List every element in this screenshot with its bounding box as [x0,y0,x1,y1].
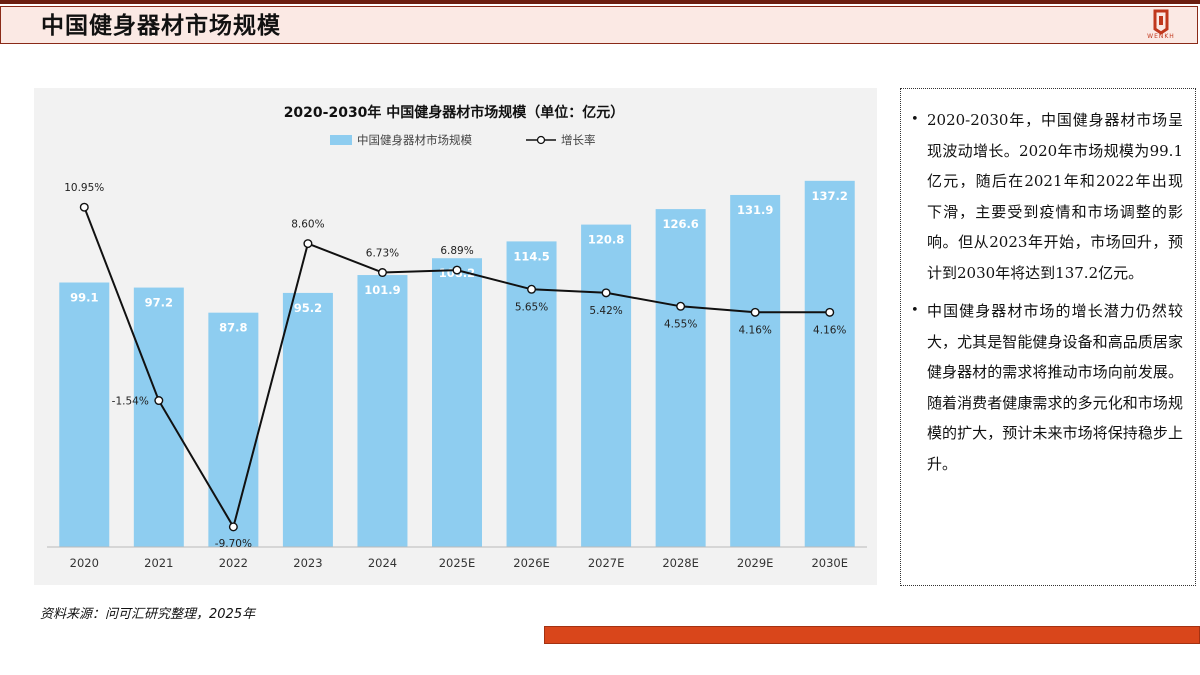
source-note: 资料来源：问可汇研究整理，2025年 [40,607,256,622]
rate-point [154,396,164,406]
bar-value-label: 99.1 [70,291,98,305]
bottom-accent-bar [544,626,1200,644]
legend-line-marker [536,135,546,145]
summary-bullet-2: • 中国健身器材市场的增长潜力仍然较大，尤其是智能健身设备和高品质居家健身器材的… [911,296,1183,479]
bar-2023 [282,292,333,547]
wenkh-logo: WENKH [1139,9,1183,43]
bar-value-label: 126.6 [662,217,698,231]
chart-title: 2020-2030年 中国健身器材市场规模（单位：亿元） [284,104,625,121]
rate-value-label: 5.65% [515,301,548,313]
rate-value-label: -9.70% [215,538,252,550]
chart-panel: 2020-2030年 中国健身器材市场规模（单位：亿元） 中国健身器材市场规模 … [34,88,877,585]
logo-text: WENKH [1147,33,1175,40]
legend-bar-label: 中国健身器材市场规模 [357,133,472,147]
bar-2025E [432,258,482,547]
rate-value-label: 6.89% [440,245,473,257]
rate-value-label: 8.60% [291,219,324,231]
bar-2024 [357,275,408,547]
top-rule [0,0,1200,4]
x-tick-label: 2020 [70,556,99,570]
bar-2029E [730,194,781,547]
rate-point [228,522,238,532]
legend-bar-swatch [330,135,352,145]
x-tick-label: 2026E [513,556,550,570]
summary-bullet-text: 中国健身器材市场的增长潜力仍然较大，尤其是智能健身设备和高品质居家健身器材的需求… [927,302,1183,473]
legend-line-label: 增长率 [561,133,596,147]
page-title: 中国健身器材市场规模 [41,13,281,39]
bar-value-label: 87.8 [219,321,247,335]
bar-2022 [208,312,259,547]
rate-value-label: 4.55% [664,318,697,330]
bullet-dot-icon: • [911,303,919,318]
x-tick-label: 2027E [588,556,625,570]
x-tick-label: 2025E [439,556,476,570]
rate-point [527,284,537,294]
rate-point [825,307,835,317]
x-tick-label: 2029E [737,556,774,570]
bullet-dot-icon: • [911,112,919,127]
summary-bullet-1: • 2020-2030年，中国健身器材市场呈现波动增长。2020年市场规模为99… [911,105,1183,288]
rate-value-label: 6.73% [366,248,399,260]
bar-value-label: 95.2 [294,301,322,315]
bar-2027E [581,224,632,547]
x-tick-label: 2023 [293,556,322,570]
rate-point [303,239,313,249]
bar-2020 [59,282,110,547]
chart-legend: 中国健身器材市场规模 增长率 [330,133,596,147]
x-tick-label: 2021 [144,556,173,570]
bar-value-label: 101.9 [364,283,400,297]
rate-value-label: -1.54% [112,396,149,408]
rate-value-label: 10.95% [64,182,104,194]
rate-value-label: 4.16% [813,324,846,336]
rate-point [452,265,462,275]
title-bar: 中国健身器材市场规模 WENKH [0,6,1198,44]
rate-value-label: 5.42% [589,305,622,317]
market-size-chart: 2020-2030年 中国健身器材市场规模（单位：亿元） 中国健身器材市场规模 … [47,104,867,570]
bar-2028E [655,209,706,548]
bar-2021 [133,287,184,547]
bar-2030E [804,180,855,547]
summary-panel: • 2020-2030年，中国健身器材市场呈现波动增长。2020年市场规模为99… [900,88,1196,586]
rate-point [676,301,686,311]
bar-value-label: 131.9 [737,203,773,217]
rate-point [601,288,611,298]
logo-mark-icon [1153,9,1169,35]
bar-value-label: 97.2 [145,296,173,310]
rate-point [377,268,387,278]
bar-value-label: 114.5 [513,249,549,263]
x-tick-label: 2024 [368,556,397,570]
rate-value-label: 4.16% [739,324,772,336]
x-tick-label: 2028E [662,556,699,570]
x-tick-label: 2022 [219,556,248,570]
rate-point [79,202,89,212]
bar-value-label: 120.8 [588,233,624,247]
bar-value-label: 137.2 [812,189,848,203]
rate-point [750,307,760,317]
summary-bullet-text: 2020-2030年，中国健身器材市场呈现波动增长。2020年市场规模为99.1… [927,111,1183,282]
x-tick-label: 2030E [811,556,848,570]
